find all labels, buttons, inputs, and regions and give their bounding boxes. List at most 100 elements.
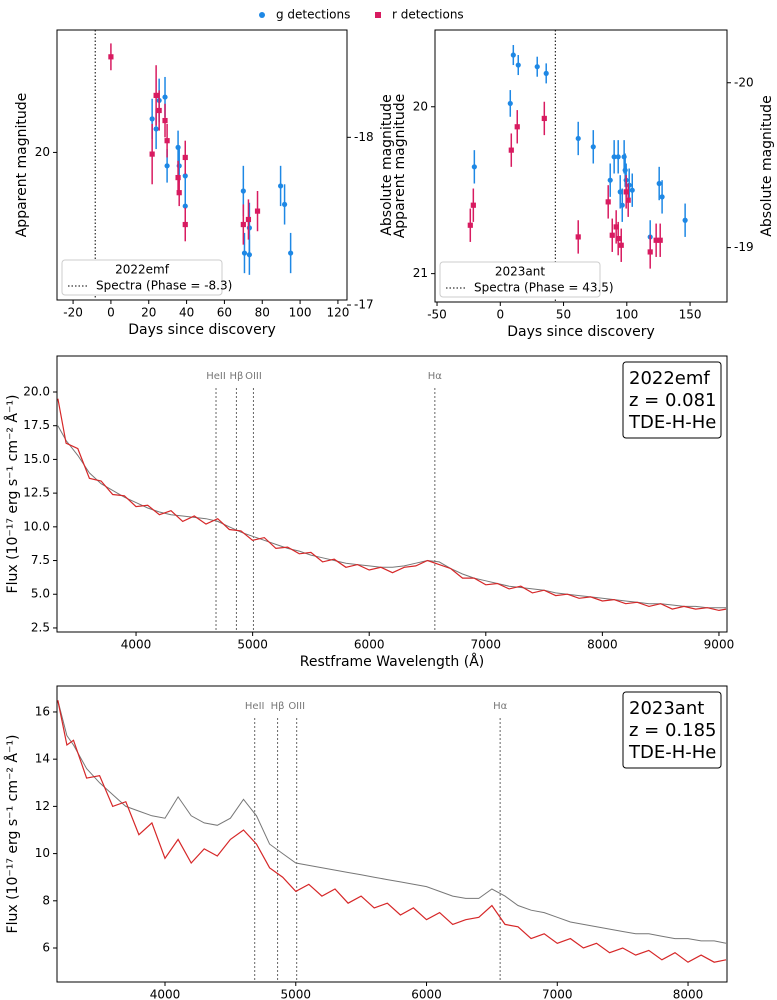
g-point <box>575 135 581 142</box>
y-tick-label: 8 <box>42 893 50 907</box>
emission-label: OIII <box>288 701 305 712</box>
y2-axis-label: Absolute magnitude <box>379 94 395 235</box>
x-tick-label: 100 <box>615 308 638 322</box>
r-point <box>618 242 624 248</box>
g-point <box>543 70 549 76</box>
y-tick-label: 17.5 <box>23 418 50 432</box>
x-tick-label: 0 <box>107 306 115 320</box>
g-point <box>656 180 662 187</box>
info-text: z = 0.185 <box>629 720 717 741</box>
x-tick-label: -50 <box>427 308 447 322</box>
g-point <box>278 183 284 189</box>
info-text: 2023ant <box>629 698 704 719</box>
legend-box <box>61 259 223 296</box>
r-point <box>240 221 246 228</box>
x-tick-label: -20 <box>63 306 83 320</box>
emission-label: OIII <box>245 371 262 382</box>
legend-label: g detections <box>276 8 350 22</box>
g-point <box>162 94 168 100</box>
g-point <box>175 144 181 150</box>
r-point <box>609 232 615 238</box>
g-point <box>246 252 252 258</box>
y-tick-label: 12.5 <box>23 486 50 500</box>
y-axis-label: Flux (10⁻¹⁷ erg s⁻¹ cm⁻² Å⁻¹) <box>4 395 21 594</box>
g-point <box>621 154 627 160</box>
r-point <box>657 237 663 243</box>
r-point <box>245 216 252 223</box>
r-point <box>613 224 619 230</box>
x-tick-label: 8000 <box>673 988 704 1000</box>
info-text: TDE-H-He <box>628 412 716 433</box>
y2-tick-label: -17 <box>354 298 374 312</box>
r-point <box>182 154 188 161</box>
x-tick-label: 20 <box>141 306 156 320</box>
r-point <box>108 54 114 60</box>
x-tick-label: 6000 <box>411 988 442 1000</box>
x-tick-label: 0 <box>496 308 504 322</box>
x-tick-label: 4000 <box>150 988 181 1000</box>
emission-label: Hβ <box>229 371 243 382</box>
r-point <box>162 117 168 124</box>
y2-axis-label: Absolute magnitude <box>759 95 775 236</box>
r-point <box>508 147 514 153</box>
y-tick-label: 12 <box>35 799 50 813</box>
r-point <box>153 92 159 99</box>
y-tick-label: 7.5 <box>31 553 50 567</box>
g-point <box>281 201 288 208</box>
y-axis-label: Apparent magnitude <box>14 93 30 238</box>
r-point <box>625 197 631 203</box>
x-tick-label: 7000 <box>471 638 502 652</box>
x-axis-label: Restframe Wavelength (Å) <box>300 653 484 670</box>
y-tick-label: 16 <box>35 704 50 718</box>
g-point <box>153 126 159 132</box>
info-text: z = 0.081 <box>629 390 717 411</box>
y2-tick-label: -18 <box>354 130 374 144</box>
y-tick-label: 21 <box>413 266 428 280</box>
g-point <box>682 217 688 223</box>
y-axis-label: Apparent magnitude <box>392 94 408 239</box>
g-point <box>534 64 540 70</box>
r-point <box>653 237 659 243</box>
y-tick-label: 5.0 <box>31 587 50 601</box>
info-text: TDE-H-He <box>628 742 716 763</box>
plot-frame <box>56 685 728 983</box>
g-point <box>659 194 665 200</box>
y2-tick-label: -19 <box>734 240 754 254</box>
y2-tick-label: -20 <box>734 75 754 89</box>
g-point <box>626 182 632 188</box>
x-tick-label: 5000 <box>237 638 268 652</box>
r-point <box>149 151 155 157</box>
plot-frame <box>56 29 348 301</box>
r-point <box>647 249 653 255</box>
spectrum-line <box>57 700 727 963</box>
plot-frame <box>56 355 728 633</box>
x-tick-label: 80 <box>255 306 270 320</box>
r-point <box>176 190 182 196</box>
g-point <box>615 154 621 160</box>
y-tick-label: 20 <box>413 99 428 113</box>
x-tick-label: 40 <box>179 306 194 320</box>
legend-marker <box>375 12 381 18</box>
g-point <box>590 144 596 150</box>
r-point <box>164 138 170 144</box>
y-tick-label: 20.0 <box>23 385 50 399</box>
r-point <box>182 221 188 228</box>
g-point <box>149 116 155 122</box>
g-point <box>629 187 635 193</box>
y-tick-label: 6 <box>42 941 50 955</box>
spectrum-line <box>57 700 727 944</box>
text-box <box>622 361 722 439</box>
legend-label: r detections <box>392 8 464 22</box>
g-point <box>619 202 625 208</box>
y-axis-label: Flux (10⁻¹⁷ erg s⁻¹ cm⁻² Å⁻¹) <box>4 735 21 934</box>
spectrum-line <box>57 425 726 609</box>
emission-label: HeII <box>245 701 265 712</box>
spectrum-line <box>57 398 727 612</box>
g-point <box>182 173 188 179</box>
r-point <box>175 174 181 181</box>
legend-box <box>439 261 601 298</box>
r-point <box>156 107 162 114</box>
x-tick-label: 100 <box>289 306 312 320</box>
x-tick-label: 7000 <box>542 988 573 1000</box>
